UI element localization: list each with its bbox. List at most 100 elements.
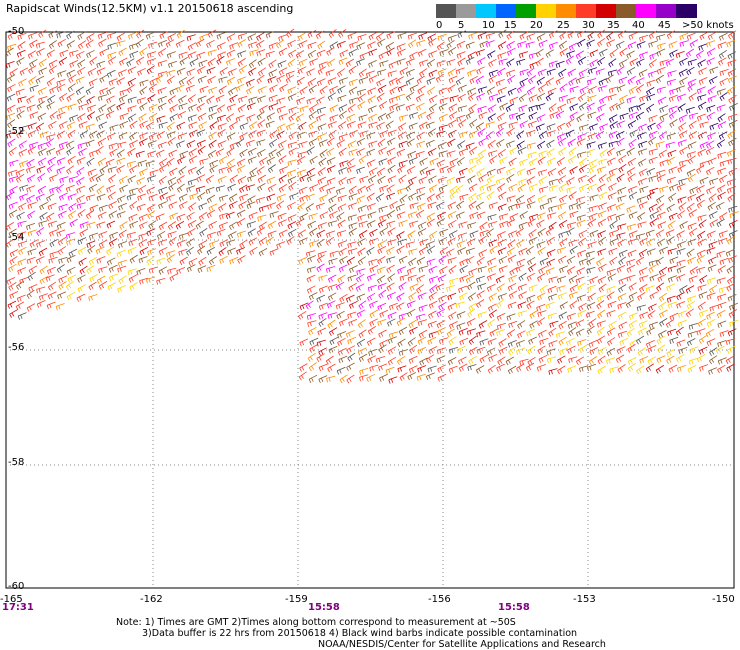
wind-barb xyxy=(378,158,388,166)
wind-barb xyxy=(265,51,275,58)
wind-barb xyxy=(158,221,168,231)
wind-barb xyxy=(317,40,326,50)
wind-barb xyxy=(627,173,636,183)
wind-barb xyxy=(99,87,109,96)
wind-barb xyxy=(527,151,537,159)
wind-barb xyxy=(249,246,258,256)
wind-barb xyxy=(168,201,178,210)
wind-barb xyxy=(419,238,429,247)
wind-barb xyxy=(477,105,487,113)
wind-barb xyxy=(205,186,215,195)
wind-barb xyxy=(237,58,246,67)
wind-barb xyxy=(598,263,607,272)
legend-label: 40 xyxy=(632,20,645,31)
wind-barb xyxy=(687,194,697,202)
wind-barb xyxy=(526,142,536,150)
wind-barb xyxy=(495,127,504,137)
wind-barb xyxy=(636,304,646,312)
wind-barb xyxy=(166,254,175,264)
wind-barb xyxy=(365,70,375,78)
wind-barb xyxy=(196,129,206,137)
wind-barb xyxy=(597,166,607,174)
wind-barb xyxy=(468,103,477,113)
wind-barb xyxy=(257,148,266,158)
wind-barb xyxy=(396,245,405,255)
wind-barb xyxy=(339,318,348,327)
wind-barb xyxy=(647,356,657,365)
wind-barb xyxy=(336,211,345,221)
wind-barb xyxy=(408,176,417,185)
wind-barb xyxy=(256,227,266,236)
wind-barb xyxy=(167,267,177,275)
wind-barb xyxy=(318,285,328,293)
wind-barb xyxy=(306,174,316,183)
wind-barb xyxy=(599,96,608,105)
wind-barb xyxy=(358,114,368,122)
wind-barb xyxy=(88,183,98,193)
wind-barb xyxy=(626,274,636,282)
wind-barb xyxy=(27,202,37,210)
wind-barb xyxy=(77,209,86,218)
wind-barb xyxy=(58,57,68,66)
wind-barb xyxy=(256,49,266,57)
wind-barb xyxy=(477,32,487,40)
wind-barb xyxy=(719,330,729,338)
wind-barb xyxy=(499,156,508,165)
wind-barb xyxy=(596,257,605,267)
wind-barb xyxy=(386,210,396,219)
wind-barb xyxy=(168,149,178,158)
wind-barb xyxy=(588,159,598,168)
wind-barb xyxy=(659,318,668,327)
wind-barb xyxy=(699,141,709,150)
wind-barb xyxy=(357,319,366,329)
wind-barb xyxy=(288,106,298,114)
wind-barb xyxy=(107,191,116,201)
wind-barb xyxy=(566,186,576,194)
wind-barb xyxy=(78,103,88,111)
wind-barb xyxy=(287,214,297,222)
wind-barb xyxy=(476,168,485,177)
wind-barb xyxy=(627,357,637,365)
wind-barb xyxy=(475,275,485,284)
wind-barb xyxy=(108,174,117,184)
wind-barb xyxy=(717,167,727,176)
wind-barb xyxy=(18,140,28,149)
wind-barb xyxy=(518,51,529,59)
wind-barb xyxy=(435,191,444,201)
wind-barb xyxy=(46,193,55,202)
wind-barb xyxy=(528,75,537,85)
wind-barb xyxy=(516,239,525,248)
wind-barb xyxy=(676,265,686,274)
wind-barb xyxy=(156,257,166,265)
wind-barb xyxy=(226,103,236,112)
wind-barb xyxy=(357,34,367,41)
wind-barb xyxy=(99,165,108,175)
wind-barb xyxy=(338,264,348,273)
wind-barb xyxy=(606,268,616,276)
wind-barb xyxy=(719,174,728,184)
wind-barb xyxy=(558,336,567,346)
wind-barb xyxy=(548,340,558,348)
wind-barb xyxy=(246,201,256,210)
wind-barb xyxy=(337,219,346,229)
wind-barb xyxy=(448,129,457,139)
wind-barb xyxy=(609,220,618,230)
wind-barb xyxy=(728,309,738,318)
wind-barb xyxy=(56,111,66,120)
wind-barb xyxy=(546,139,555,149)
wind-barb xyxy=(427,128,437,138)
wind-barb xyxy=(679,146,688,155)
wind-barb xyxy=(546,148,555,157)
wind-barb xyxy=(236,158,246,167)
wind-barb xyxy=(145,121,155,131)
wind-barb xyxy=(416,102,425,111)
wind-barb xyxy=(295,50,305,59)
wind-barb xyxy=(29,111,39,119)
wind-barb xyxy=(438,184,448,193)
wind-barb xyxy=(268,69,278,78)
wind-barb xyxy=(659,113,669,122)
wind-barb xyxy=(268,103,278,111)
wind-barb xyxy=(66,69,76,78)
wind-barb xyxy=(438,103,448,112)
wind-barb xyxy=(648,259,658,267)
